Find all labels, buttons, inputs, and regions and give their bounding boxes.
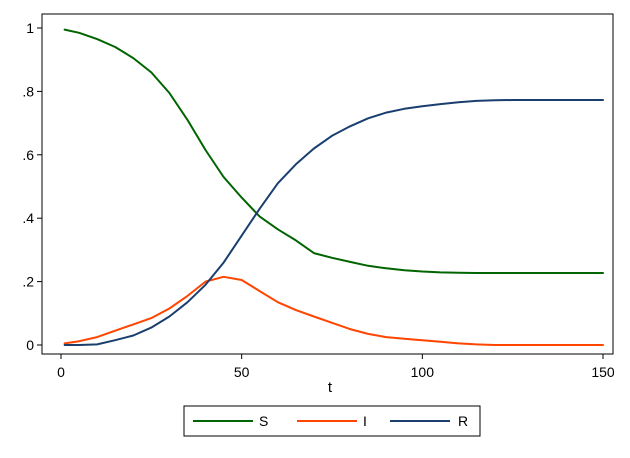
x-tick-label: 0 — [57, 364, 65, 380]
series-line-i — [63, 275, 604, 346]
x-tick-label: 50 — [234, 364, 250, 380]
y-tick-label: 1 — [26, 20, 34, 36]
y-tick-label: .2 — [22, 274, 34, 290]
x-tick-label: 150 — [591, 364, 615, 380]
series-layer — [63, 28, 604, 346]
y-axis: 0 .2 .4 .6 .8 1 — [22, 20, 42, 353]
series-line-r — [63, 99, 604, 346]
x-tick-label: 100 — [411, 364, 435, 380]
legend-label-r: R — [458, 413, 468, 429]
y-tick-label: 0 — [26, 337, 34, 353]
legend-label-s: S — [259, 413, 268, 429]
legend-label-i: I — [363, 413, 367, 429]
series-line-s — [63, 28, 604, 274]
x-axis: 0 50 100 150 — [57, 354, 615, 380]
y-tick-label: .6 — [22, 147, 34, 163]
plot-area — [41, 13, 614, 355]
y-tick-label: .8 — [22, 83, 34, 99]
y-tick-label: .4 — [22, 210, 34, 226]
x-axis-title: t — [328, 379, 333, 396]
